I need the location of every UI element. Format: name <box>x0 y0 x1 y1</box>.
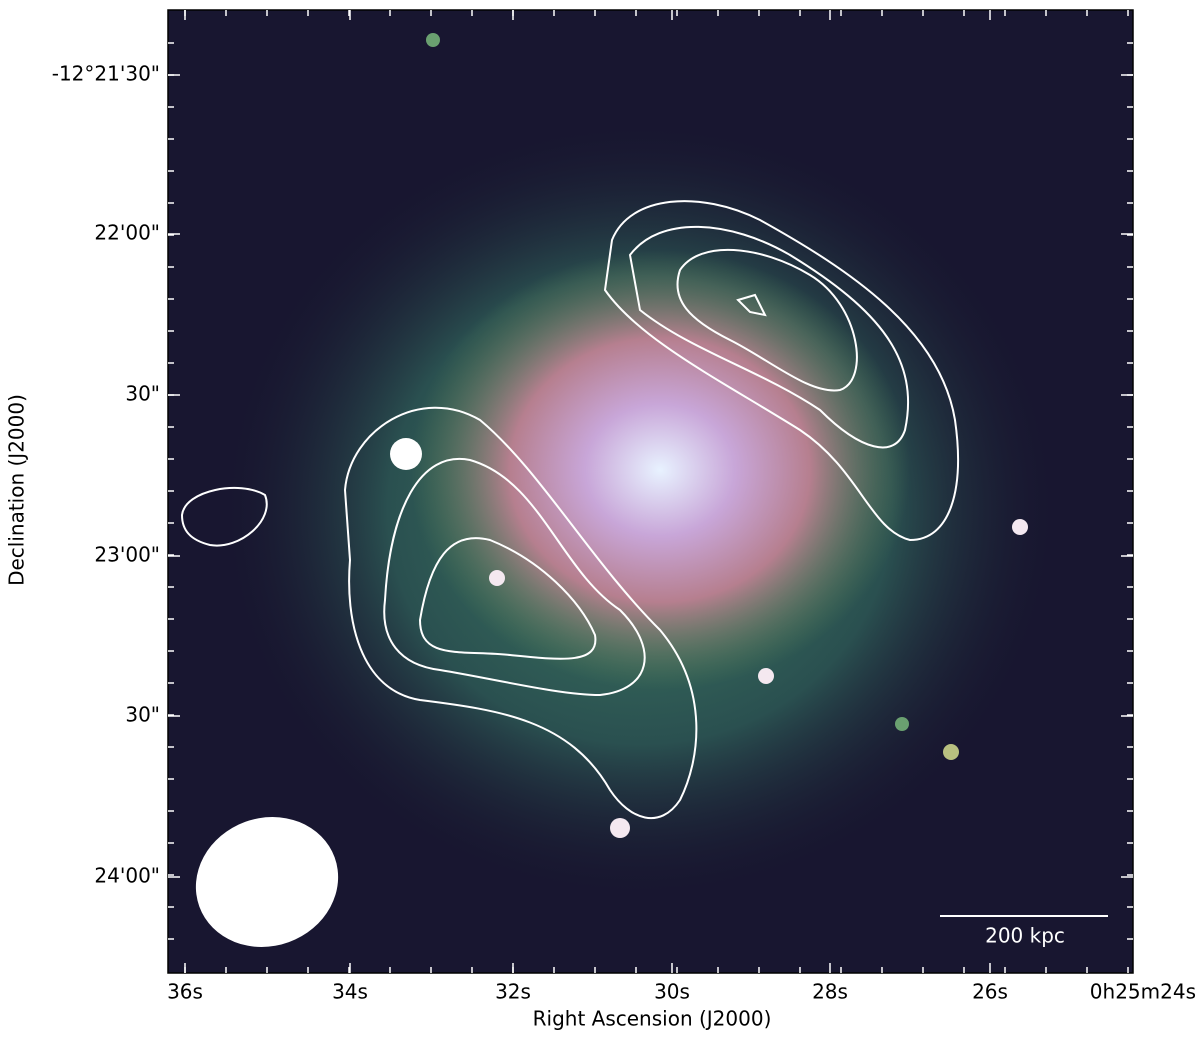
x-tick-label: 32s <box>495 980 531 1004</box>
x-tick-label: 30s <box>654 980 690 1004</box>
y-tick-label: 30" <box>125 382 160 406</box>
y-tick-label: 24'00" <box>94 864 160 888</box>
contours <box>180 200 959 819</box>
x-tick-label: 26s <box>972 980 1008 1004</box>
x-tick-label: 0h25m24s <box>1090 980 1196 1004</box>
y-tick-label: -12°21'30" <box>52 62 160 86</box>
scale-bar-label: 200 kpc <box>985 924 1065 948</box>
y-tick-label: 22'00" <box>94 221 160 245</box>
image: 200 kpc <box>168 10 1133 973</box>
x-tick-label: 36s <box>167 980 203 1004</box>
x-tick-label: 34s <box>332 980 368 1004</box>
y-axis-label: Declination (J2000) <box>5 394 29 586</box>
x-tick-label: 28s <box>812 980 848 1004</box>
y-tick-label: 30" <box>125 703 160 727</box>
x-axis-label: Right Ascension (J2000) <box>533 1007 772 1031</box>
beam <box>195 817 339 947</box>
y-tick-label: 23'00" <box>94 543 160 567</box>
